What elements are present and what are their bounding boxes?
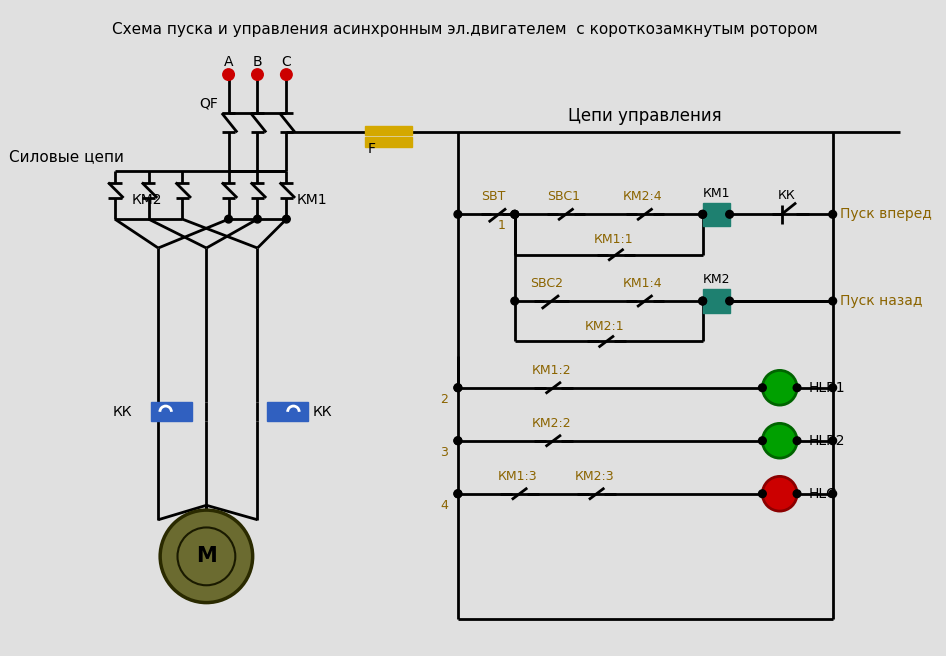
Text: F: F	[367, 142, 376, 155]
Circle shape	[281, 69, 292, 81]
Circle shape	[454, 490, 462, 498]
Text: КК: КК	[113, 405, 132, 419]
Text: КМ1: КМ1	[297, 193, 327, 207]
Text: КМ2:3: КМ2:3	[575, 470, 615, 483]
Circle shape	[254, 215, 261, 223]
Text: 4: 4	[441, 499, 448, 512]
Text: Пуск вперед: Пуск вперед	[840, 207, 933, 221]
Circle shape	[762, 423, 797, 458]
Circle shape	[225, 215, 233, 223]
Text: C: C	[282, 55, 291, 69]
Circle shape	[762, 476, 797, 511]
Circle shape	[160, 510, 253, 603]
Circle shape	[829, 437, 836, 445]
Text: КМ2: КМ2	[702, 274, 730, 286]
Text: SBT: SBT	[482, 190, 506, 203]
Circle shape	[511, 297, 518, 305]
Circle shape	[699, 211, 707, 218]
Text: 1: 1	[498, 219, 505, 232]
Circle shape	[793, 437, 801, 445]
Circle shape	[283, 215, 290, 223]
Circle shape	[759, 490, 766, 498]
Text: КМ2:1: КМ2:1	[585, 319, 624, 333]
Text: Силовые цепи: Силовые цепи	[9, 149, 124, 164]
Text: SBC2: SBC2	[530, 277, 563, 290]
Circle shape	[829, 384, 836, 392]
Circle shape	[829, 297, 836, 305]
Circle shape	[699, 297, 707, 305]
Circle shape	[793, 490, 801, 498]
Text: М: М	[196, 546, 217, 566]
Circle shape	[699, 297, 707, 305]
Circle shape	[252, 69, 263, 81]
Circle shape	[726, 211, 733, 218]
Text: КМ1: КМ1	[702, 186, 730, 199]
Circle shape	[454, 437, 462, 445]
Circle shape	[759, 437, 766, 445]
Text: 3: 3	[441, 446, 448, 459]
Text: QF: QF	[199, 96, 218, 110]
Text: Схема пуска и управления асинхронным эл.двигателем  с короткозамкнутым ротором: Схема пуска и управления асинхронным эл.…	[112, 22, 817, 37]
Circle shape	[699, 211, 707, 218]
Text: КМ1:1: КМ1:1	[594, 233, 634, 246]
Circle shape	[511, 211, 518, 218]
Bar	[703, 203, 729, 226]
Bar	[703, 289, 729, 312]
Circle shape	[454, 211, 462, 218]
Circle shape	[454, 384, 462, 392]
Text: КК: КК	[778, 188, 796, 201]
Circle shape	[511, 211, 518, 218]
Text: КМ1:3: КМ1:3	[498, 470, 537, 483]
Text: 2: 2	[441, 393, 448, 406]
Text: КМ2: КМ2	[131, 193, 162, 207]
Text: Пуск назад: Пуск назад	[840, 294, 923, 308]
Text: КМ2:2: КМ2:2	[532, 417, 571, 430]
Bar	[267, 402, 307, 421]
Text: КМ2:4: КМ2:4	[623, 190, 663, 203]
Circle shape	[454, 437, 462, 445]
Text: B: B	[253, 55, 262, 69]
Bar	[365, 126, 412, 135]
Circle shape	[454, 384, 462, 392]
Circle shape	[222, 69, 235, 81]
Circle shape	[829, 490, 836, 498]
Circle shape	[793, 384, 801, 392]
Text: КМ1:2: КМ1:2	[532, 364, 571, 377]
Text: HLG: HLG	[809, 487, 837, 501]
Bar	[151, 402, 192, 421]
Text: SBC1: SBC1	[548, 190, 581, 203]
Text: HLR2: HLR2	[809, 434, 845, 448]
Text: КК: КК	[312, 405, 332, 419]
Text: Цепи управления: Цепи управления	[568, 107, 722, 125]
Circle shape	[759, 384, 766, 392]
Circle shape	[454, 490, 462, 498]
Circle shape	[762, 371, 797, 405]
Text: A: A	[224, 55, 234, 69]
Text: КМ1:4: КМ1:4	[623, 277, 663, 290]
Text: HLR1: HLR1	[809, 380, 846, 395]
Circle shape	[511, 211, 518, 218]
Circle shape	[829, 211, 836, 218]
Circle shape	[726, 297, 733, 305]
Bar	[365, 137, 412, 147]
